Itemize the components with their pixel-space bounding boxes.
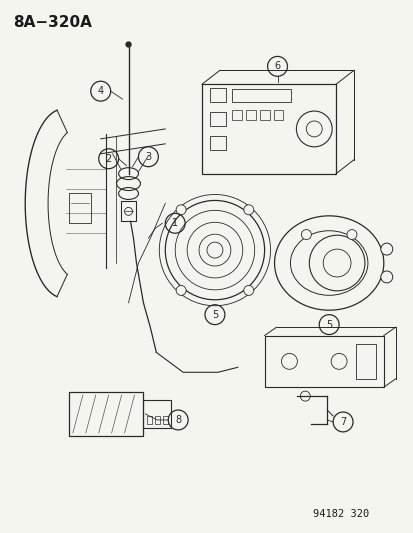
FancyBboxPatch shape — [355, 344, 375, 379]
Text: 5: 5 — [211, 310, 218, 320]
Circle shape — [243, 286, 253, 295]
Circle shape — [243, 205, 253, 215]
Circle shape — [281, 353, 297, 369]
Text: 5: 5 — [325, 320, 332, 329]
Circle shape — [176, 286, 185, 295]
Circle shape — [176, 205, 185, 215]
Text: 2: 2 — [105, 154, 112, 164]
Text: 4: 4 — [97, 86, 104, 96]
Circle shape — [380, 271, 392, 283]
Text: 1: 1 — [172, 219, 178, 228]
Text: 8: 8 — [175, 415, 181, 425]
Text: 6: 6 — [274, 61, 280, 71]
Text: 8A−320A: 8A−320A — [13, 15, 92, 30]
Circle shape — [346, 230, 356, 239]
Text: 94182 320: 94182 320 — [312, 510, 368, 519]
Circle shape — [380, 243, 392, 255]
Circle shape — [126, 42, 131, 47]
Circle shape — [330, 353, 346, 369]
Circle shape — [301, 230, 311, 239]
Circle shape — [300, 391, 310, 401]
Text: 7: 7 — [339, 417, 345, 427]
Text: 3: 3 — [145, 152, 151, 161]
